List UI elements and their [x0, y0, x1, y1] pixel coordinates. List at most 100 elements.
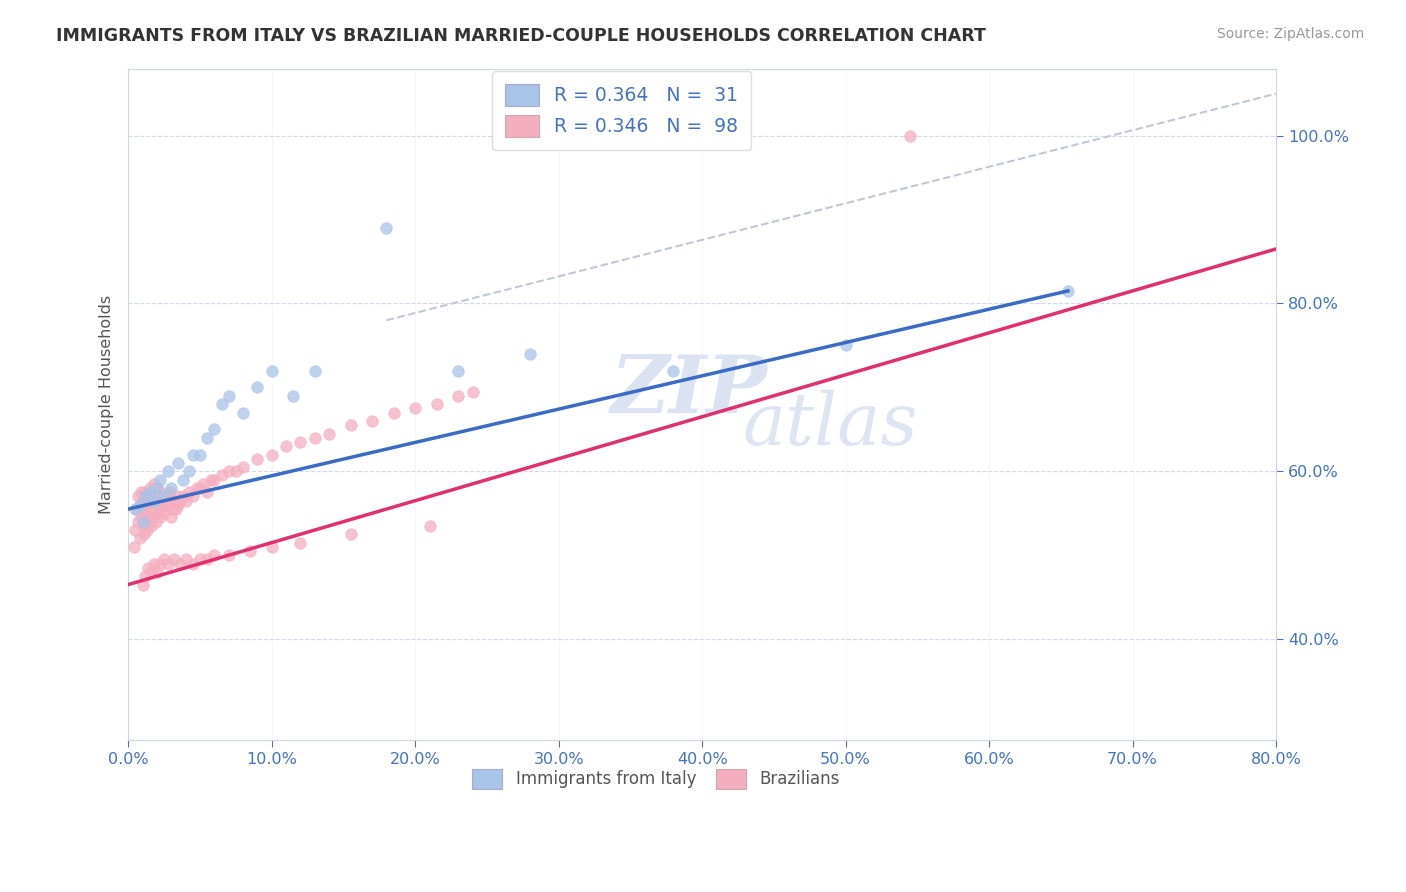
Point — [195, 485, 218, 500]
Point — [125, 502, 148, 516]
Point — [188, 552, 211, 566]
Point — [152, 493, 174, 508]
Point — [132, 502, 155, 516]
Point — [134, 490, 156, 504]
Point — [167, 498, 190, 512]
Point — [195, 552, 218, 566]
Point — [143, 476, 166, 491]
Point — [141, 565, 163, 579]
Point — [149, 557, 172, 571]
Point — [163, 493, 186, 508]
Point — [131, 577, 153, 591]
Point — [149, 510, 172, 524]
Text: IMMIGRANTS FROM ITALY VS BRAZILIAN MARRIED-COUPLE HOUSEHOLDS CORRELATION CHART: IMMIGRANTS FROM ITALY VS BRAZILIAN MARRI… — [56, 27, 986, 45]
Point — [519, 347, 541, 361]
Point — [157, 498, 180, 512]
Point — [218, 464, 240, 478]
Point — [139, 506, 162, 520]
Point — [1057, 284, 1080, 298]
Point — [177, 464, 200, 478]
Point — [131, 515, 153, 529]
Point — [142, 485, 165, 500]
Point — [191, 476, 214, 491]
Point — [202, 422, 225, 436]
Point — [382, 406, 405, 420]
Point — [153, 506, 176, 520]
Point — [186, 481, 208, 495]
Y-axis label: Married-couple Households: Married-couple Households — [100, 294, 114, 514]
Text: atlas: atlas — [742, 389, 918, 459]
Point — [174, 493, 197, 508]
Point — [181, 490, 204, 504]
Point — [153, 552, 176, 566]
Text: ZIP: ZIP — [610, 352, 768, 429]
Point — [146, 481, 169, 495]
Point — [426, 397, 449, 411]
Point — [290, 535, 312, 549]
Point — [304, 431, 326, 445]
Point — [166, 490, 188, 504]
Point — [127, 490, 149, 504]
Point — [447, 363, 470, 377]
Point — [124, 523, 146, 537]
Point — [419, 518, 441, 533]
Point — [339, 418, 361, 433]
Point — [898, 128, 921, 143]
Point — [156, 490, 179, 504]
Point — [134, 485, 156, 500]
Point — [135, 498, 157, 512]
Point — [160, 510, 183, 524]
Text: Source: ZipAtlas.com: Source: ZipAtlas.com — [1216, 27, 1364, 41]
Point — [141, 518, 163, 533]
Point — [159, 485, 181, 500]
Point — [169, 493, 191, 508]
Point — [149, 485, 172, 500]
Point — [195, 431, 218, 445]
Point — [142, 510, 165, 524]
Point — [153, 490, 176, 504]
Point — [169, 557, 191, 571]
Point — [163, 552, 186, 566]
Point — [139, 485, 162, 500]
Point — [404, 401, 426, 416]
Point — [218, 548, 240, 562]
Point — [141, 493, 163, 508]
Point — [148, 498, 170, 512]
Point — [239, 544, 262, 558]
Point — [211, 468, 233, 483]
Point — [167, 456, 190, 470]
Point — [139, 481, 162, 495]
Point — [127, 515, 149, 529]
Point — [318, 426, 340, 441]
Point — [138, 515, 160, 529]
Point — [447, 389, 470, 403]
Point — [181, 448, 204, 462]
Point — [128, 498, 150, 512]
Point — [157, 557, 180, 571]
Legend: Immigrants from Italy, Brazilians: Immigrants from Italy, Brazilians — [465, 763, 846, 796]
Point — [232, 460, 254, 475]
Point — [122, 540, 145, 554]
Point — [304, 363, 326, 377]
Point — [129, 485, 152, 500]
Point — [145, 490, 167, 504]
Point — [834, 338, 856, 352]
Point — [143, 557, 166, 571]
Point — [225, 464, 247, 478]
Point — [146, 506, 169, 520]
Point — [155, 498, 177, 512]
Point — [128, 532, 150, 546]
Point — [143, 502, 166, 516]
Point — [132, 527, 155, 541]
Point — [274, 439, 297, 453]
Point — [246, 451, 269, 466]
Point — [202, 473, 225, 487]
Point — [129, 510, 152, 524]
Point — [128, 498, 150, 512]
Point — [146, 481, 169, 495]
Point — [124, 502, 146, 516]
Point — [174, 552, 197, 566]
Point — [145, 515, 167, 529]
Point — [188, 481, 211, 495]
Point — [162, 502, 184, 516]
